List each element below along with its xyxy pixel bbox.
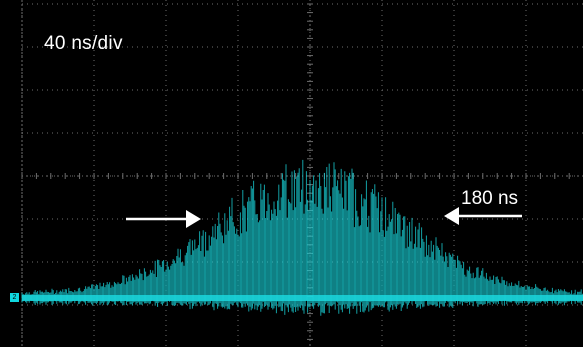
left-arrow-head [186,210,201,228]
channel-2-trace [21,159,583,316]
right-arrow-head [444,207,459,225]
pulse-width-label: 180 ns [461,188,519,209]
timebase-label: 40 ns/div [44,33,123,54]
pulse-width-arrows [126,207,522,228]
pulse-burst-waveform [21,159,583,316]
channel-2-ground-marker[interactable]: 2 [10,293,19,302]
trace-baseline [22,295,583,301]
